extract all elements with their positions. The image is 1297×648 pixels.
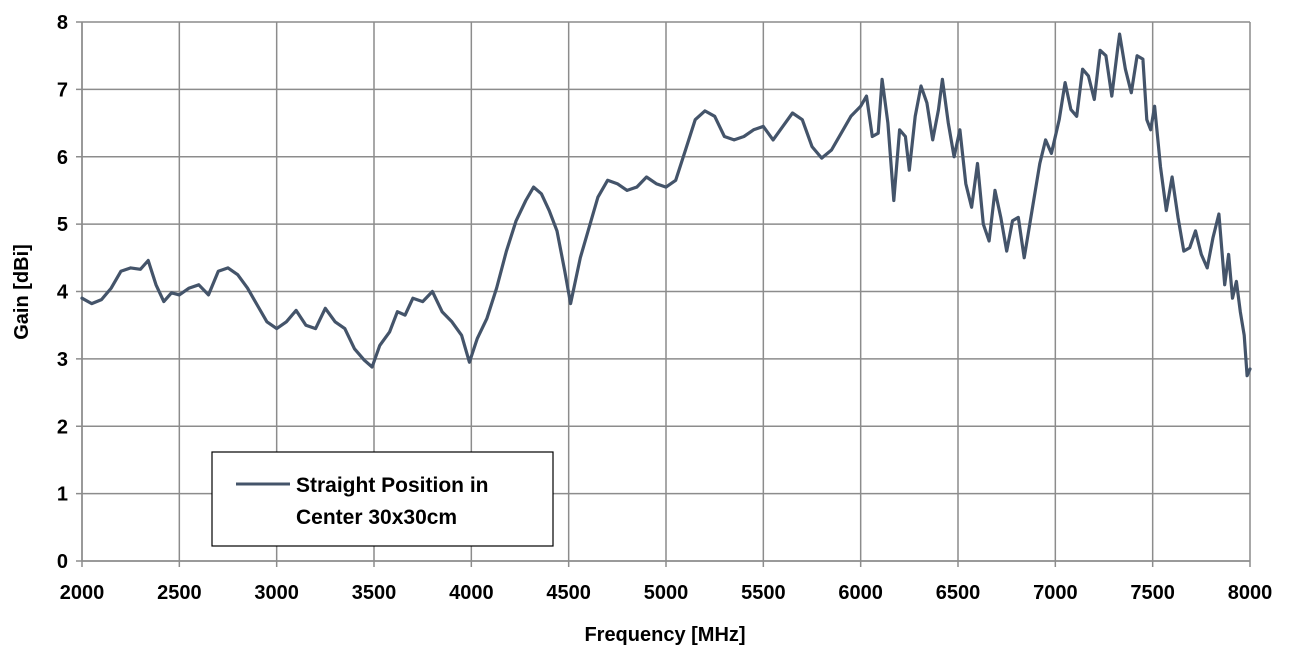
x-tick-label: 5500	[741, 582, 786, 604]
x-tick-label: 4500	[546, 582, 591, 604]
x-tick-label: 8000	[1228, 582, 1273, 604]
axes	[76, 21, 1251, 567]
x-tick-label: 3500	[352, 582, 397, 604]
y-tick-label: 0	[57, 551, 68, 573]
x-tick-label: 7000	[1033, 582, 1078, 604]
y-tick-label: 7	[57, 79, 68, 101]
y-tick-labels: 0 1 2 3 4 5 6 7 8	[57, 12, 69, 573]
x-tick-label: 6500	[936, 582, 981, 604]
y-tick-label: 3	[57, 349, 68, 371]
legend-label-line-1: Straight Position in	[296, 474, 489, 497]
legend-label-line-2: Center 30x30cm	[296, 506, 457, 529]
y-tick-label: 6	[57, 147, 68, 169]
legend: Straight Position in Center 30x30cm	[211, 451, 554, 547]
x-tick-label: 2000	[60, 582, 105, 604]
x-tick-label: 3000	[254, 582, 299, 604]
y-tick-label: 8	[57, 12, 68, 34]
y-tick-label: 4	[57, 282, 69, 304]
series-line-0	[80, 32, 1252, 378]
y-axis-label: Gain [dBi]	[11, 244, 33, 340]
x-tick-label: 6000	[838, 582, 883, 604]
x-tick-label: 5000	[644, 582, 689, 604]
y-tick-label: 2	[57, 416, 68, 438]
x-tick-label: 2500	[157, 582, 202, 604]
y-tick-label: 5	[57, 214, 68, 236]
y-tick-label: 1	[57, 484, 68, 506]
series-layer	[80, 32, 1252, 378]
x-axis-label: Frequency [MHz]	[584, 624, 745, 646]
x-tick-label: 7500	[1130, 582, 1175, 604]
x-tick-labels: 2000 2500 3000 3500 4000 4500 5000 5500 6000 6500…	[60, 582, 1273, 604]
legend-box	[211, 451, 554, 547]
x-tick-label: 4000	[449, 582, 494, 604]
